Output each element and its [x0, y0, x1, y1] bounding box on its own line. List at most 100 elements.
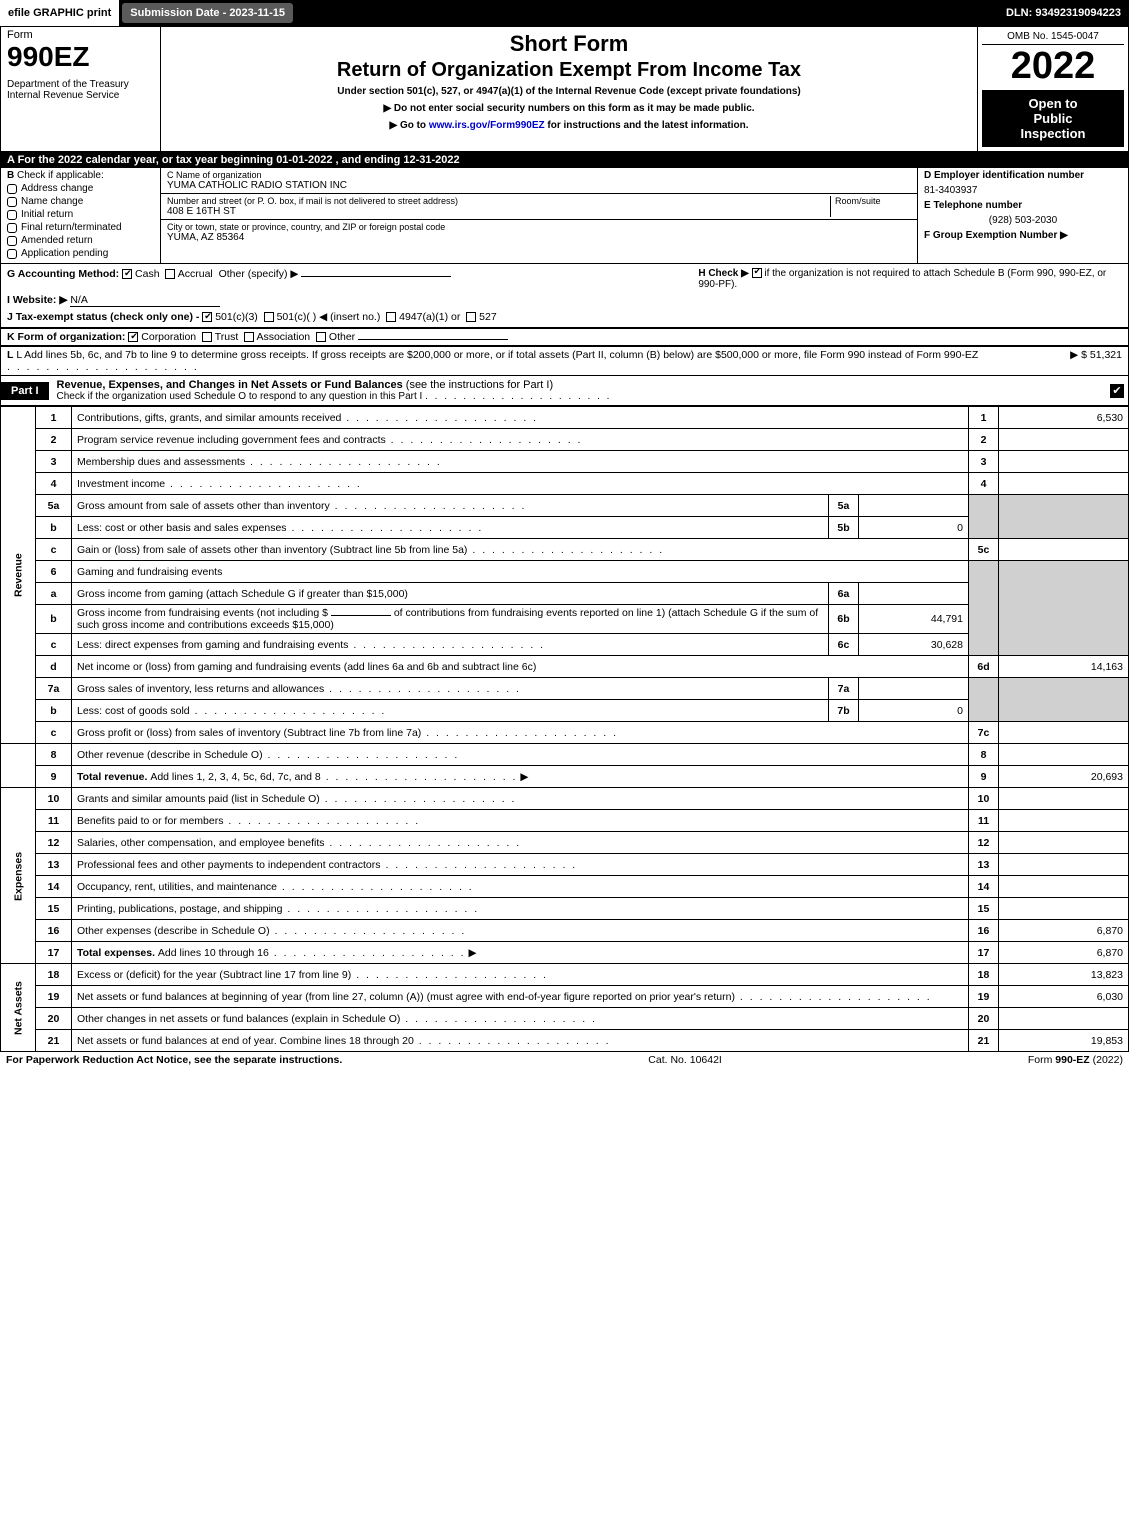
table-row: 15 Printing, publications, postage, and … — [1, 898, 1129, 920]
goto-line: ▶ Go to www.irs.gov/Form990EZ for instru… — [165, 120, 973, 131]
chk-amended-return[interactable]: Amended return — [7, 235, 154, 246]
table-row: 8 Other revenue (describe in Schedule O)… — [1, 744, 1129, 766]
chk-4947[interactable] — [386, 312, 396, 322]
line-6c-value: 30,628 — [859, 634, 969, 656]
org-name-label: C Name of organization — [167, 170, 911, 180]
meta-block: G Accounting Method: Cash Accrual Other … — [0, 264, 1129, 328]
irs-link[interactable]: www.irs.gov/Form990EZ — [429, 120, 545, 131]
line-l-amount: ▶ $ 51,321 — [1002, 349, 1122, 373]
chk-name-change[interactable]: Name change — [7, 196, 154, 207]
box-b: B Check if applicable: Address change Na… — [1, 168, 161, 263]
header-mid: Short Form Return of Organization Exempt… — [161, 27, 978, 151]
chk-cash[interactable] — [122, 269, 132, 279]
form-number: 990EZ — [7, 41, 154, 73]
table-row: 13 Professional fees and other payments … — [1, 854, 1129, 876]
table-row: 3 Membership dues and assessments 3 — [1, 451, 1129, 473]
chk-other-org[interactable] — [316, 332, 326, 342]
part-1-table: Revenue 1 Contributions, gifts, grants, … — [0, 406, 1129, 1052]
line-18-amount: 13,823 — [999, 964, 1129, 986]
line-9-total-revenue: 20,693 — [999, 766, 1129, 788]
table-row: 20 Other changes in net assets or fund b… — [1, 1008, 1129, 1030]
chk-accrual[interactable] — [165, 269, 175, 279]
part-1-title: Revenue, Expenses, and Changes in Net As… — [57, 379, 403, 391]
line-6d-amount: 14,163 — [999, 656, 1129, 678]
table-row: 19 Net assets or fund balances at beginn… — [1, 986, 1129, 1008]
table-row: Net Assets 18 Excess or (deficit) for th… — [1, 964, 1129, 986]
return-title: Return of Organization Exempt From Incom… — [165, 59, 973, 82]
dept-label: Department of the Treasury Internal Reve… — [7, 79, 154, 101]
top-bar: efile GRAPHIC print Submission Date - 20… — [0, 0, 1129, 26]
website-value: N/A — [70, 294, 220, 307]
box-c: C Name of organization YUMA CATHOLIC RAD… — [161, 168, 918, 263]
table-row: 16 Other expenses (describe in Schedule … — [1, 920, 1129, 942]
table-row: 12 Salaries, other compensation, and emp… — [1, 832, 1129, 854]
table-row: 11 Benefits paid to or for members 11 — [1, 810, 1129, 832]
efile-print-label[interactable]: efile GRAPHIC print — [0, 0, 119, 26]
table-row: Expenses 10 Grants and similar amounts p… — [1, 788, 1129, 810]
room-label: Room/suite — [835, 196, 911, 206]
website-label: I Website: ▶ — [7, 294, 67, 306]
table-row: 2 Program service revenue including gove… — [1, 429, 1129, 451]
line-17-total-expenses: 6,870 — [999, 942, 1129, 964]
chk-address-change[interactable]: Address change — [7, 183, 154, 194]
table-row: 14 Occupancy, rent, utilities, and maint… — [1, 876, 1129, 898]
chk-final-return[interactable]: Final return/terminated — [7, 222, 154, 233]
part-1-label: Part I — [1, 382, 49, 400]
chk-527[interactable] — [466, 312, 476, 322]
chk-initial-return[interactable]: Initial return — [7, 209, 154, 220]
table-row: c Less: direct expenses from gaming and … — [1, 634, 1129, 656]
form-org-label: K Form of organization: — [7, 331, 125, 343]
table-row: a Gross income from gaming (attach Sched… — [1, 583, 1129, 605]
city-label: City or town, state or province, country… — [167, 222, 911, 232]
street-label: Number and street (or P. O. box, if mail… — [167, 196, 826, 206]
table-row: 6 Gaming and fundraising events — [1, 561, 1129, 583]
warn-line: ▶ Do not enter social security numbers o… — [165, 103, 973, 114]
accounting-method-label: G Accounting Method: — [7, 268, 119, 280]
part-1-header: Part I Revenue, Expenses, and Changes in… — [0, 376, 1129, 406]
table-row: Revenue 1 Contributions, gifts, grants, … — [1, 407, 1129, 429]
tax-exempt-label: J Tax-exempt status (check only one) - — [7, 311, 199, 323]
header-left: Form 990EZ Department of the Treasury In… — [1, 27, 161, 151]
phone-value: (928) 503-2030 — [924, 215, 1122, 226]
line-6b-value: 44,791 — [859, 605, 969, 634]
ein-value: 81-3403937 — [924, 185, 1122, 196]
info-grid: B Check if applicable: Address change Na… — [0, 168, 1129, 264]
paperwork-notice: For Paperwork Reduction Act Notice, see … — [6, 1054, 342, 1066]
chk-corporation[interactable] — [128, 332, 138, 342]
chk-application-pending[interactable]: Application pending — [7, 248, 154, 259]
box-right: D Employer identification number 81-3403… — [918, 168, 1128, 263]
form-header: Form 990EZ Department of the Treasury In… — [0, 26, 1129, 152]
line-1-amount: 6,530 — [999, 407, 1129, 429]
table-row: 9 Total revenue. Add lines 1, 2, 3, 4, 5… — [1, 766, 1129, 788]
line-5b-value: 0 — [859, 517, 969, 539]
cat-no: Cat. No. 10642I — [648, 1054, 722, 1066]
open-inspection-box: Open to Public Inspection — [982, 90, 1124, 147]
chk-h[interactable] — [752, 268, 762, 278]
subline: Under section 501(c), 527, or 4947(a)(1)… — [165, 86, 973, 97]
h-label: H Check ▶ — [698, 268, 748, 279]
omb-number: OMB No. 1545-0047 — [982, 31, 1124, 45]
chk-association[interactable] — [244, 332, 254, 342]
table-row: 7a Gross sales of inventory, less return… — [1, 678, 1129, 700]
chk-501c[interactable] — [264, 312, 274, 322]
table-row: b Less: cost or other basis and sales ex… — [1, 517, 1129, 539]
table-row: d Net income or (loss) from gaming and f… — [1, 656, 1129, 678]
header-right: OMB No. 1545-0047 2022 Open to Public In… — [978, 27, 1128, 151]
street-address: 408 E 16TH ST — [167, 206, 826, 217]
schedule-o-check[interactable]: ✔ — [1110, 384, 1124, 398]
submission-date: Submission Date - 2023-11-15 — [121, 2, 294, 24]
form-label: Form — [7, 29, 154, 41]
form-ref: Form 990-EZ (2022) — [1028, 1054, 1123, 1066]
chk-501c3[interactable] — [202, 312, 212, 322]
city-state-zip: YUMA, AZ 85364 — [167, 232, 911, 243]
table-row: c Gain or (loss) from sale of assets oth… — [1, 539, 1129, 561]
dln-label: DLN: 93492319094223 — [998, 0, 1129, 26]
tax-year: 2022 — [982, 45, 1124, 88]
section-a-tax-year: A For the 2022 calendar year, or tax yea… — [0, 152, 1129, 168]
chk-trust[interactable] — [202, 332, 212, 342]
footer: For Paperwork Reduction Act Notice, see … — [0, 1052, 1129, 1068]
table-row: c Gross profit or (loss) from sales of i… — [1, 722, 1129, 744]
line-l-text: L Add lines 5b, 6c, and 7b to line 9 to … — [16, 349, 978, 361]
table-row: 21 Net assets or fund balances at end of… — [1, 1030, 1129, 1052]
line-16-amount: 6,870 — [999, 920, 1129, 942]
